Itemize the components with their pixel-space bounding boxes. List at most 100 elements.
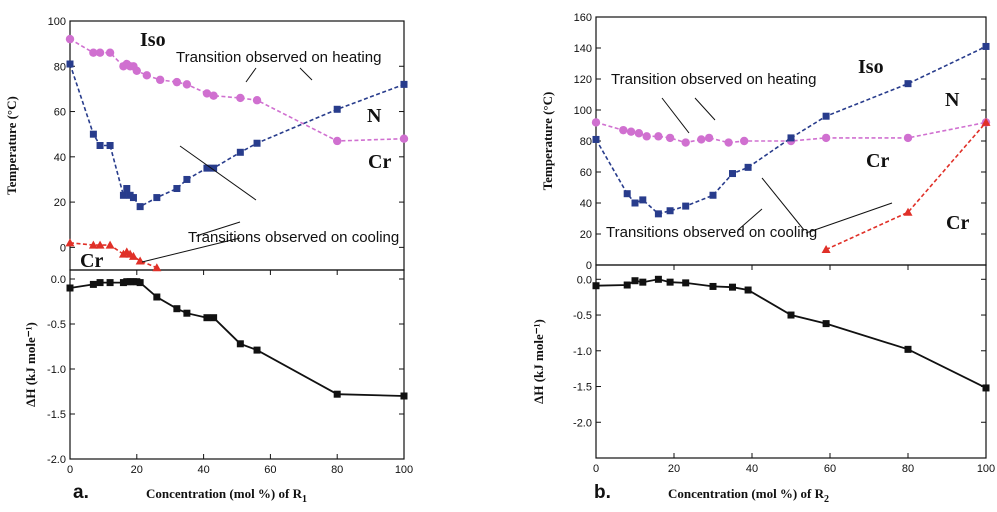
annotation-arrow xyxy=(805,202,893,234)
label-b_top-iso: Iso xyxy=(858,56,884,78)
data-point-a_top-n xyxy=(210,164,218,172)
data-point-b_top-iso xyxy=(697,135,706,144)
x-tick-label-a_bottom: 100 xyxy=(395,464,413,476)
data-point-b_top-iso xyxy=(681,138,690,147)
series-line-b_top-cr xyxy=(825,121,987,251)
annotation-arrow xyxy=(737,208,763,231)
y-tick-label-b_bottom: -1.0 xyxy=(573,346,592,358)
data-point-a_bottom-dh xyxy=(183,309,191,317)
x-tick-label-a_bottom: 20 xyxy=(131,464,143,476)
data-point-b_bottom-dh xyxy=(822,320,830,328)
y-tick-label-a_bottom: -0.5 xyxy=(47,319,66,331)
data-point-b_top-iso xyxy=(724,138,733,147)
label-a_top-cr1: Cr xyxy=(368,151,391,173)
data-point-b_top-iso xyxy=(626,127,636,136)
annotation-arrow xyxy=(299,67,313,81)
series-line-a_bottom-dh xyxy=(69,280,405,397)
data-point-a_top-n xyxy=(89,130,97,138)
data-point-a_bottom-dh xyxy=(136,279,144,287)
data-point-b_bottom-dh xyxy=(639,278,647,286)
data-point-a_bottom-dh xyxy=(236,340,244,348)
y-tick-label-a_bottom: -2.0 xyxy=(47,454,66,466)
x-tick-label-a_bottom: 0 xyxy=(67,464,73,476)
data-point-a_top-cr xyxy=(65,238,75,247)
data-point-a_top-iso xyxy=(142,71,152,80)
data-point-a_top-n xyxy=(253,139,261,147)
annotation-arrow xyxy=(141,237,241,263)
series-line-a_top-n xyxy=(69,63,405,208)
y-tick-label-b_top: 20 xyxy=(580,229,592,241)
series-a_top-cr xyxy=(65,238,162,272)
label-b_top-cr2: Cr xyxy=(946,212,969,234)
y-tick-label-b_bottom: -1.5 xyxy=(573,382,592,394)
annotation-arrow xyxy=(694,97,716,121)
label-a_top-n: N xyxy=(367,105,382,127)
y-tick-label-b_bottom: -0.5 xyxy=(573,310,592,322)
y-tick-label-a_top: 60 xyxy=(54,107,66,119)
y-tick-label-a_bottom: -1.0 xyxy=(47,364,66,376)
data-point-a_top-cr xyxy=(135,256,145,265)
series-line-b_top-n xyxy=(595,45,987,215)
data-point-b_top-n xyxy=(631,199,639,207)
data-point-a_top-n xyxy=(173,185,181,193)
x-axis-label-sub-a_bottom: 1 xyxy=(302,494,307,505)
data-point-b_bottom-dh xyxy=(592,282,600,290)
data-point-b_top-cr xyxy=(903,207,913,216)
y-axis-label-b_top: Temperature (°C) xyxy=(540,92,555,191)
x-axis-label-main-a_bottom: Concentration (mol %) of R xyxy=(146,486,303,501)
data-point-a_bottom-dh xyxy=(66,284,74,292)
data-point-a_top-iso xyxy=(89,48,98,57)
data-point-a_top-n xyxy=(400,80,408,88)
data-point-a_bottom-dh xyxy=(210,314,218,322)
x-tick-label-b_bottom: 80 xyxy=(902,463,914,475)
data-point-b_top-iso xyxy=(591,118,601,127)
data-point-a_top-iso xyxy=(202,89,212,98)
data-point-a_top-cr xyxy=(128,251,138,260)
y-axis-label-b_bottom: ΔH (kJ mole⁻¹) xyxy=(531,319,546,404)
data-point-a_top-n xyxy=(333,105,341,113)
panel-label-b: b. xyxy=(594,482,611,503)
data-point-a_top-iso xyxy=(132,66,141,76)
y-tick-label-a_top: 100 xyxy=(48,16,66,28)
x-tick-label-a_bottom: 60 xyxy=(264,464,276,476)
y-tick-label-b_bottom: -2.0 xyxy=(573,417,592,429)
series-layer xyxy=(65,34,991,400)
data-point-a_top-n xyxy=(183,175,191,183)
data-point-a_top-iso xyxy=(95,48,105,57)
x-axis-label-main-b_bottom: Concentration (mol %) of R xyxy=(668,486,825,501)
data-point-b_top-n xyxy=(982,42,990,50)
data-point-a_bottom-dh xyxy=(153,293,161,301)
data-point-a_top-cr xyxy=(105,240,115,249)
data-point-b_bottom-dh xyxy=(631,277,639,285)
data-point-a_top-iso xyxy=(182,80,192,89)
y-tick-label-a_bottom: -1.5 xyxy=(47,409,66,421)
data-point-b_top-n xyxy=(822,112,830,120)
data-point-b_top-n xyxy=(623,190,631,198)
y-tick-label-b_top: 0 xyxy=(586,260,592,272)
y-tick-label-b_top: 140 xyxy=(574,43,592,55)
data-point-a_top-cr xyxy=(152,263,162,272)
x-tick-label-b_bottom: 60 xyxy=(824,463,836,475)
data-point-a_top-iso xyxy=(399,134,409,143)
data-point-b_bottom-dh xyxy=(744,286,752,294)
data-point-a_top-iso xyxy=(105,48,115,57)
x-tick-label-a_bottom: 80 xyxy=(331,464,343,476)
data-point-a_top-n xyxy=(153,194,161,202)
label-b_top-heat: Transition observed on heating xyxy=(611,71,816,88)
data-point-a_top-n xyxy=(119,191,127,199)
x-axis-label-a_bottom: Concentration (mol %) of R1 xyxy=(146,486,307,505)
label-a_top-cool: Transitions observed on cooling xyxy=(188,229,399,246)
y-tick-label-a_bottom: 0.0 xyxy=(51,274,66,286)
data-point-b_bottom-dh xyxy=(729,283,736,291)
data-point-b_top-iso xyxy=(634,129,644,138)
data-point-b_top-iso xyxy=(821,133,831,143)
y-tick-label-b_top: 80 xyxy=(580,136,592,148)
label-b_top-n: N xyxy=(945,89,960,111)
label-a_top-heat: Transition observed on heating xyxy=(176,49,381,66)
data-point-a_bottom-dh xyxy=(333,390,341,398)
y-tick-label-b_top: 160 xyxy=(574,12,592,24)
data-point-b_top-iso xyxy=(619,125,628,135)
series-b_top-cr xyxy=(821,117,991,253)
data-point-a_top-n xyxy=(136,203,144,211)
